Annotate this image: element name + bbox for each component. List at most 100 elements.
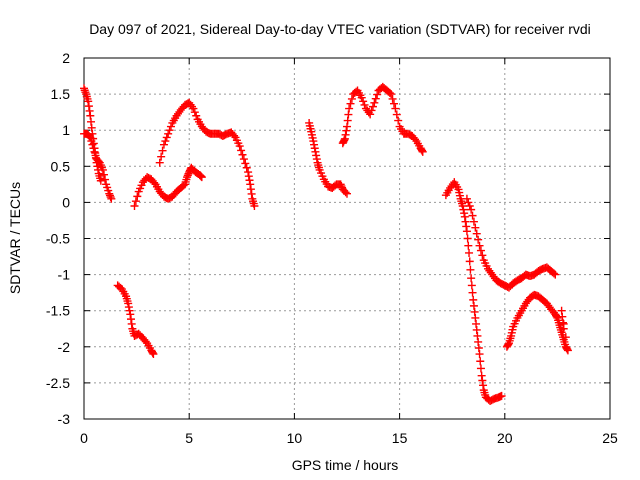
- data-point: [366, 110, 375, 119]
- y-axis-label: SDTVAR / TECUs: [7, 182, 23, 294]
- data-point: [105, 191, 114, 200]
- data-point: [469, 295, 478, 304]
- data-point: [464, 198, 473, 207]
- data-point: [467, 274, 476, 283]
- data-point: [504, 340, 513, 349]
- data-point: [183, 173, 192, 182]
- data-point: [105, 189, 114, 198]
- data-point: [476, 364, 485, 373]
- data-point: [162, 133, 171, 142]
- data-point: [165, 126, 174, 135]
- data-point: [245, 176, 254, 185]
- data-point: [86, 111, 95, 120]
- data-point: [474, 337, 483, 346]
- data-point: [368, 102, 377, 111]
- data-point: [559, 318, 568, 327]
- x-tick-label: 15: [392, 430, 408, 446]
- data-point: [465, 248, 474, 257]
- data-point: [475, 241, 484, 250]
- grid-lines: [84, 58, 610, 419]
- data-point: [246, 180, 255, 189]
- data-point: [183, 171, 192, 180]
- data-point: [391, 104, 400, 113]
- data-point: [394, 116, 403, 125]
- data-point: [133, 192, 142, 201]
- data-point: [107, 194, 116, 203]
- y-tick-label: 1.5: [51, 86, 71, 102]
- data-point: [475, 350, 484, 359]
- data-point: [88, 140, 97, 149]
- data-point: [311, 147, 320, 156]
- data-point: [91, 151, 100, 160]
- data-point: [373, 90, 382, 99]
- data-point: [563, 346, 572, 355]
- data-point: [197, 172, 206, 181]
- data-point: [469, 301, 478, 310]
- data-point: [85, 106, 94, 115]
- data-point: [148, 348, 157, 357]
- data-point: [343, 116, 352, 125]
- data-point: [84, 97, 93, 106]
- data-point: [418, 146, 427, 155]
- data-point: [342, 126, 351, 135]
- data-point: [472, 325, 481, 334]
- y-tick-labels: -3 -2.5 -2 -1.5 -1 -0.5 0 0.5 1 1.5 2: [46, 50, 70, 427]
- data-point: [192, 111, 201, 120]
- data-point: [247, 189, 256, 198]
- data-point: [465, 202, 474, 211]
- y-tick-label: -1: [58, 267, 71, 283]
- data-point: [188, 102, 197, 111]
- data-point: [124, 299, 133, 308]
- data-point: [197, 173, 206, 182]
- data-point: [96, 176, 105, 185]
- data-point: [347, 94, 356, 103]
- x-axis-label: GPS time / hours: [292, 457, 399, 473]
- data-point: [230, 131, 239, 140]
- data-point: [80, 86, 89, 95]
- data-point: [458, 202, 467, 211]
- data-point: [337, 182, 346, 191]
- data-point: [468, 211, 477, 220]
- data-point: [125, 306, 134, 315]
- data-point: [155, 158, 164, 167]
- data-point: [309, 137, 318, 146]
- data-point: [357, 93, 366, 102]
- data-point: [467, 205, 476, 214]
- data-point: [81, 88, 90, 97]
- data-point: [551, 270, 560, 279]
- data-point: [98, 165, 107, 174]
- data-point: [87, 137, 96, 146]
- data-point: [465, 257, 474, 266]
- axis-ticks: [83, 57, 611, 420]
- x-tick-label: 5: [185, 430, 193, 446]
- data-point: [479, 381, 488, 390]
- data-point: [312, 151, 321, 160]
- data-point: [336, 180, 345, 189]
- data-point: [127, 319, 136, 328]
- data-point: [126, 310, 135, 319]
- data-point: [558, 312, 567, 321]
- data-point: [411, 135, 420, 144]
- data-point: [346, 99, 355, 108]
- data-point: [149, 350, 158, 359]
- data-point: [343, 122, 351, 131]
- data-point: [473, 331, 482, 340]
- data-point: [246, 185, 255, 194]
- x-tick-label: 10: [287, 430, 303, 446]
- x-tick-label: 0: [80, 430, 88, 446]
- data-point: [469, 217, 478, 226]
- y-tick-label: 0: [62, 194, 70, 210]
- data-point: [370, 98, 379, 107]
- data-point: [161, 137, 170, 146]
- data-point: [157, 152, 166, 161]
- data-point: [189, 104, 198, 113]
- data-point: [476, 357, 485, 366]
- data-point: [124, 303, 133, 312]
- data-point: [235, 142, 244, 151]
- data-point: [359, 97, 368, 106]
- data-point: [164, 129, 173, 138]
- data-point: [80, 84, 88, 93]
- data-point: [559, 324, 568, 333]
- data-point: [141, 337, 150, 346]
